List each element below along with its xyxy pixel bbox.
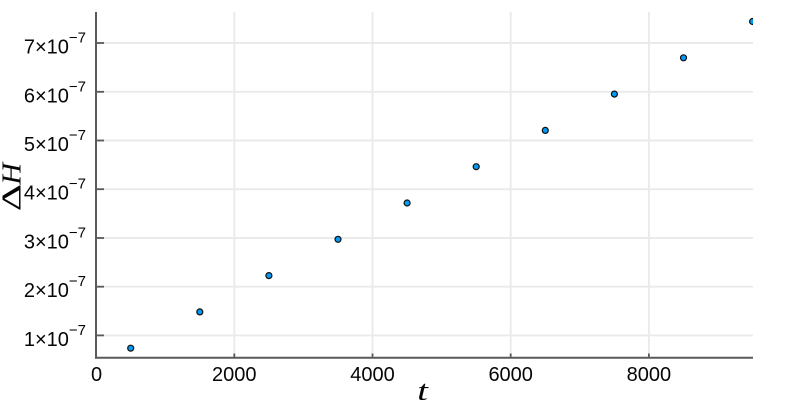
svg-text:8000: 8000: [627, 364, 672, 386]
svg-text:4000: 4000: [350, 364, 395, 386]
svg-text:2000: 2000: [212, 364, 257, 386]
svg-text:Δ: Δ: [0, 184, 27, 211]
svg-text:t: t: [417, 375, 429, 400]
svg-text:H: H: [0, 161, 27, 186]
svg-text:0: 0: [91, 364, 102, 386]
svg-text:6000: 6000: [488, 364, 533, 386]
